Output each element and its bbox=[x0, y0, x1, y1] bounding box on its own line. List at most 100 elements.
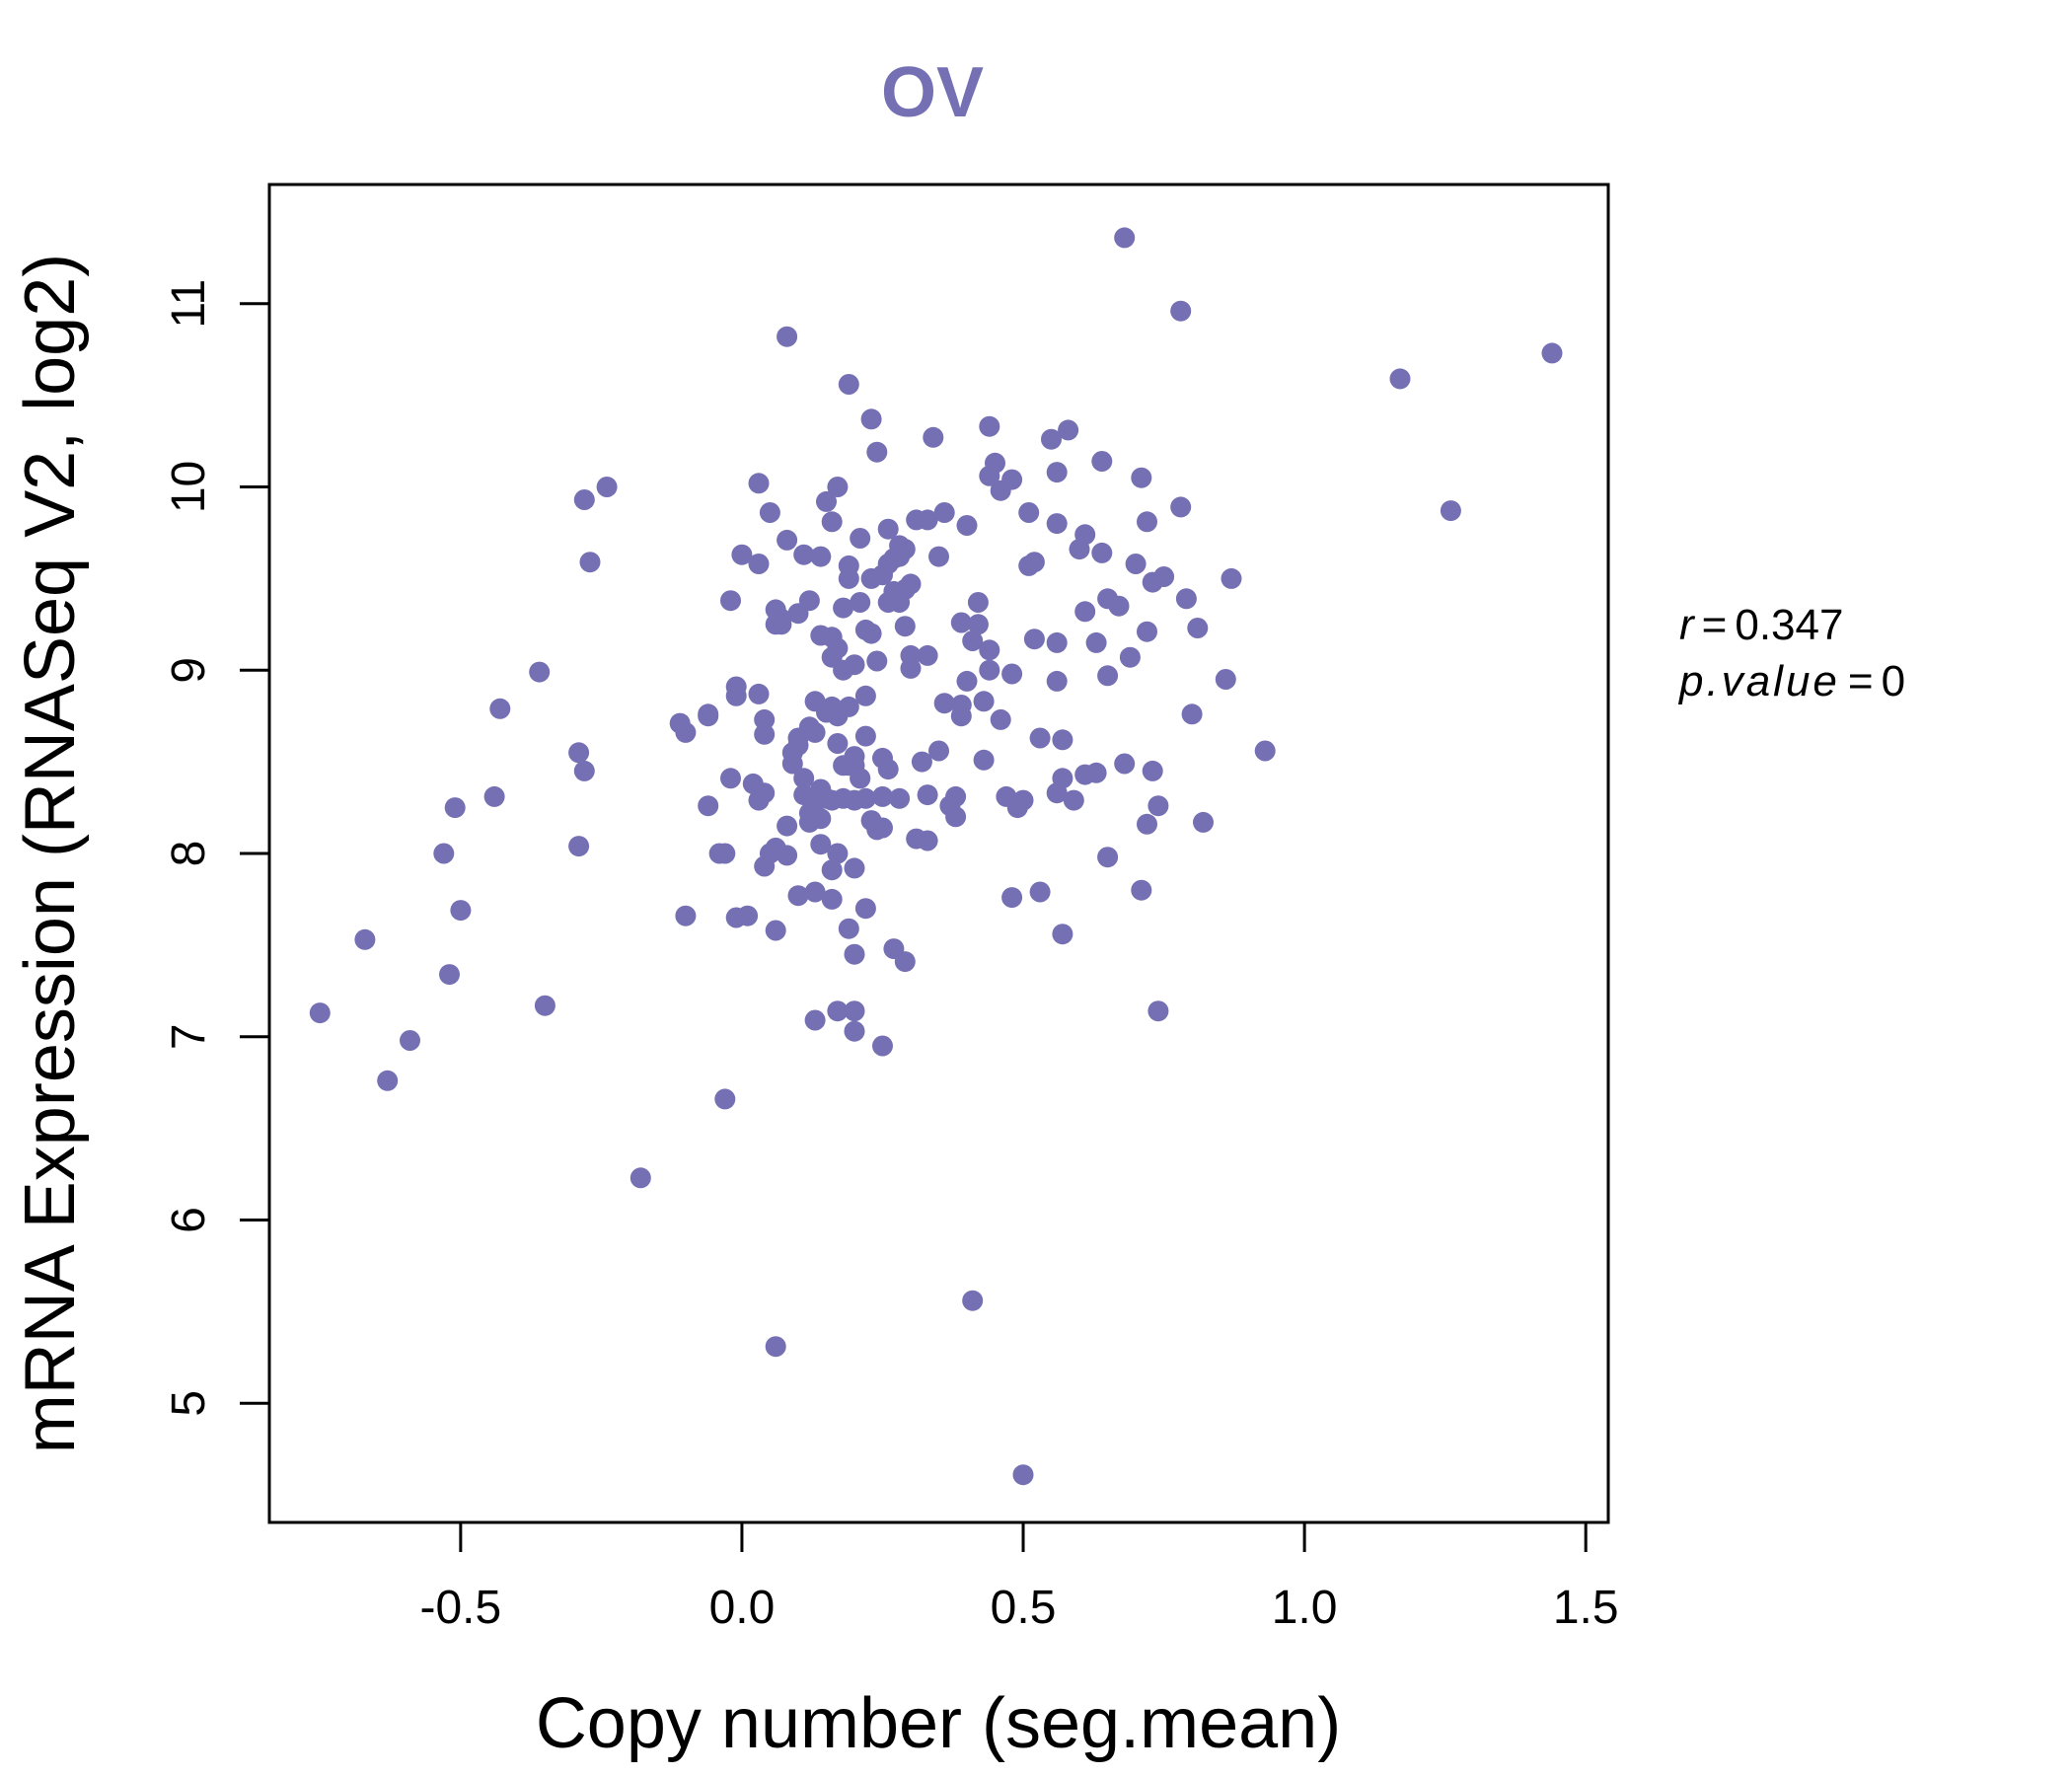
data-point-90 bbox=[821, 511, 843, 533]
data-point-217 bbox=[1091, 451, 1113, 472]
data-point-63 bbox=[793, 544, 815, 565]
data-point-158 bbox=[917, 644, 938, 666]
data-point-52 bbox=[771, 614, 792, 635]
data-point-96 bbox=[827, 1000, 849, 1022]
r-statistic: r = 0.347 bbox=[1679, 601, 1843, 649]
data-point-145 bbox=[889, 787, 911, 809]
data-point-3 bbox=[400, 1030, 420, 1051]
data-point-29 bbox=[720, 768, 741, 789]
y-tick-label-6: 11 bbox=[163, 279, 215, 329]
data-point-159 bbox=[917, 784, 938, 806]
data-point-247 bbox=[1440, 500, 1461, 522]
data-point-183 bbox=[979, 659, 1000, 681]
data-point-114 bbox=[844, 1020, 865, 1042]
data-point-75 bbox=[810, 546, 832, 567]
data-point-174 bbox=[962, 630, 984, 651]
data-point-38 bbox=[748, 683, 770, 704]
data-point-231 bbox=[1137, 813, 1157, 835]
data-point-218 bbox=[1091, 542, 1113, 563]
data-point-2 bbox=[377, 1070, 399, 1091]
data-point-168 bbox=[945, 785, 967, 807]
data-point-31 bbox=[725, 685, 747, 706]
data-point-133 bbox=[872, 785, 893, 807]
data-point-147 bbox=[894, 539, 916, 560]
x-axis: -0.5 0.0 0.5 1.0 1.5 bbox=[419, 1522, 1619, 1634]
data-point-242 bbox=[1193, 811, 1214, 833]
data-point-248 bbox=[1541, 342, 1563, 364]
data-point-233 bbox=[1142, 760, 1163, 781]
p-statistic: p.value = 0 bbox=[1677, 657, 1905, 705]
p-label: p.value bbox=[1677, 657, 1840, 705]
x-axis-label: Copy number (seg.mean) bbox=[536, 1684, 1341, 1763]
r-equals: = bbox=[1702, 601, 1728, 649]
data-point-212 bbox=[1074, 601, 1096, 623]
data-point-129 bbox=[866, 650, 888, 672]
data-point-179 bbox=[973, 749, 995, 771]
data-point-56 bbox=[777, 845, 798, 866]
data-point-184 bbox=[985, 452, 1005, 474]
data-point-198 bbox=[1029, 727, 1051, 749]
data-point-162 bbox=[928, 546, 949, 567]
data-point-176 bbox=[967, 592, 989, 613]
data-point-134 bbox=[872, 817, 893, 839]
data-point-229 bbox=[1137, 511, 1157, 533]
data-point-161 bbox=[923, 426, 944, 448]
data-point-4 bbox=[433, 843, 455, 864]
data-point-37 bbox=[748, 554, 770, 574]
data-point-23 bbox=[698, 795, 719, 817]
data-point-55 bbox=[777, 815, 798, 837]
data-point-120 bbox=[854, 685, 876, 706]
data-point-40 bbox=[754, 708, 776, 730]
p-equals: = bbox=[1848, 657, 1874, 705]
data-point-210 bbox=[1063, 789, 1084, 811]
data-point-113 bbox=[844, 1000, 865, 1022]
data-point-71 bbox=[804, 721, 826, 743]
data-point-9 bbox=[489, 698, 511, 719]
data-point-200 bbox=[1041, 428, 1062, 450]
x-tick-label-0: -0.5 bbox=[419, 1582, 501, 1634]
data-point-186 bbox=[990, 708, 1011, 730]
data-point-95 bbox=[827, 843, 849, 864]
data-point-153 bbox=[900, 657, 922, 679]
data-point-41 bbox=[754, 723, 776, 745]
data-point-199 bbox=[1029, 881, 1051, 903]
data-point-182 bbox=[979, 639, 1000, 661]
data-point-107 bbox=[844, 654, 865, 676]
data-point-89 bbox=[821, 888, 843, 910]
data-point-121 bbox=[854, 725, 876, 747]
data-point-164 bbox=[933, 502, 955, 523]
x-tick-label-1: 0.0 bbox=[709, 1582, 776, 1634]
data-point-118 bbox=[850, 768, 871, 789]
data-point-206 bbox=[1052, 729, 1073, 751]
data-point-17 bbox=[596, 477, 618, 497]
data-point-16 bbox=[579, 552, 601, 573]
data-point-92 bbox=[827, 637, 849, 659]
data-point-180 bbox=[979, 415, 1000, 437]
data-point-18 bbox=[629, 1167, 651, 1189]
data-point-112 bbox=[844, 857, 865, 879]
data-point-175 bbox=[962, 1290, 984, 1311]
data-point-171 bbox=[950, 705, 972, 727]
data-point-139 bbox=[877, 759, 899, 780]
data-point-34 bbox=[737, 905, 759, 926]
p-value: 0 bbox=[1882, 657, 1905, 705]
data-point-203 bbox=[1046, 631, 1068, 653]
data-point-173 bbox=[956, 670, 978, 692]
data-point-81 bbox=[816, 490, 837, 512]
data-point-207 bbox=[1052, 768, 1073, 789]
data-point-227 bbox=[1131, 467, 1152, 488]
data-point-178 bbox=[973, 691, 995, 712]
data-point-61 bbox=[787, 734, 809, 756]
y-tick-label-0: 5 bbox=[163, 1390, 215, 1417]
data-point-105 bbox=[838, 918, 859, 939]
data-point-156 bbox=[911, 751, 932, 773]
data-point-64 bbox=[793, 768, 815, 789]
data-point-36 bbox=[748, 473, 770, 494]
data-point-79 bbox=[810, 834, 832, 855]
data-point-21 bbox=[675, 905, 697, 926]
data-point-223 bbox=[1114, 753, 1136, 775]
data-point-94 bbox=[827, 733, 849, 754]
data-point-241 bbox=[1187, 618, 1209, 638]
x-tick-label-3: 1.0 bbox=[1272, 1582, 1338, 1634]
data-point-167 bbox=[945, 806, 967, 828]
